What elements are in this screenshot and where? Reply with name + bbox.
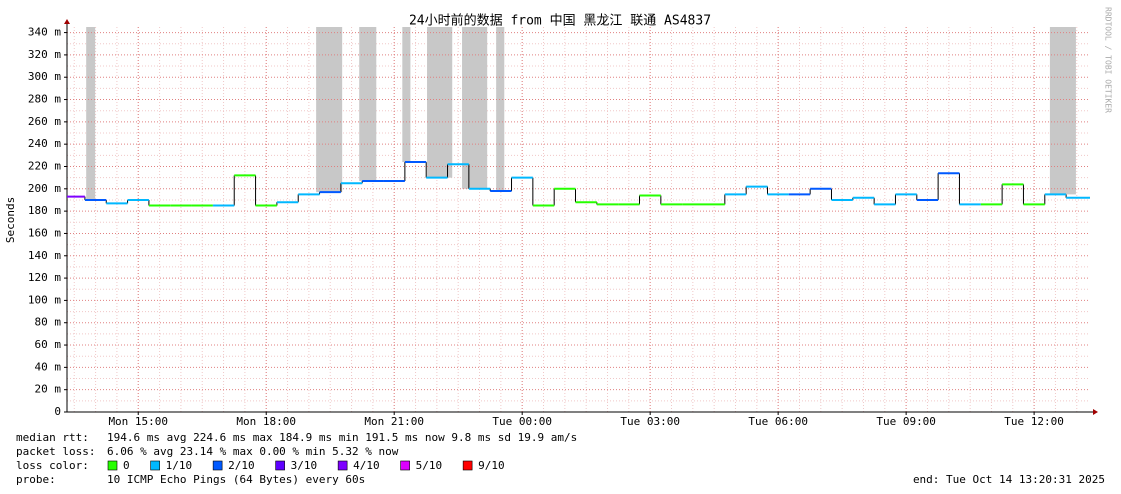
legend-swatch (212, 460, 223, 471)
end-time: end: Tue Oct 14 13:20:31 2025 (913, 473, 1105, 486)
x-tick-label: Mon 21:00 (364, 415, 424, 428)
stat-text: 6.06 % avg 23.14 % max 0.00 % min 5.32 %… (107, 445, 399, 458)
axis-arrow (64, 19, 70, 24)
legend-label: 9/10 (478, 459, 505, 472)
probe-label: probe: (16, 473, 56, 486)
legend-swatch (107, 460, 118, 471)
y-tick-label: 20 m (35, 383, 62, 396)
stat-label: packet loss: (16, 445, 95, 458)
x-tick-label: Mon 15:00 (108, 415, 168, 428)
legend-label: loss color: (16, 459, 89, 472)
y-tick-label: 140 m (28, 249, 61, 262)
y-tick-label: 200 m (28, 182, 61, 195)
y-tick-label: 260 m (28, 115, 61, 128)
loss-span (1049, 27, 1076, 195)
legend-label: 1/10 (166, 459, 193, 472)
legend-label: 0 (123, 459, 130, 472)
y-tick-label: 320 m (28, 48, 61, 61)
watermark: RRDTOOL / TOBI OETIKER (1104, 7, 1113, 113)
loss-span (86, 27, 96, 200)
legend-swatch (150, 460, 160, 471)
x-tick-label: Mon 18:00 (236, 415, 296, 428)
axis-arrow (1093, 409, 1098, 415)
y-tick-label: 220 m (28, 159, 61, 172)
legend-label: 2/10 (228, 459, 255, 472)
legend-label: 3/10 (291, 459, 318, 472)
stat-text: 194.6 ms avg 224.6 ms max 184.9 ms min 1… (107, 431, 577, 444)
x-tick-label: Tue 06:00 (748, 415, 808, 428)
loss-span (402, 27, 411, 163)
y-tick-label: 280 m (28, 93, 61, 106)
legend-swatch (275, 460, 285, 471)
y-tick-label: 80 m (35, 316, 62, 329)
y-tick-label: 160 m (28, 226, 61, 239)
y-tick-label: 60 m (35, 338, 62, 351)
y-tick-label: 300 m (28, 70, 61, 83)
y-tick-label: 120 m (28, 271, 61, 284)
legend-swatch (462, 460, 473, 471)
x-tick-label: Tue 12:00 (1004, 415, 1064, 428)
y-tick-label: 180 m (28, 204, 61, 217)
loss-span (496, 27, 505, 192)
legend-swatch (400, 460, 410, 471)
y-tick-label: 100 m (28, 293, 61, 306)
stat-label: median rtt: (16, 431, 89, 444)
probe-text: 10 ICMP Echo Pings (64 Bytes) every 60s (107, 473, 365, 486)
loss-span (316, 27, 343, 193)
loss-span (462, 27, 488, 189)
x-tick-label: Tue 09:00 (876, 415, 936, 428)
y-tick-label: 0 (54, 405, 61, 418)
legend-label: 5/10 (416, 459, 443, 472)
chart-title: 24小时前的数据 from 中国 黑龙江 联通 AS4837 (409, 13, 711, 29)
legend-swatch (337, 460, 348, 471)
x-tick-label: Tue 03:00 (620, 415, 680, 428)
y-axis-label: Seconds (4, 197, 17, 243)
y-tick-label: 40 m (35, 360, 62, 373)
x-tick-label: Tue 00:00 (492, 415, 552, 428)
y-tick-label: 240 m (28, 137, 61, 150)
loss-span (359, 27, 377, 181)
y-tick-label: 340 m (28, 26, 61, 39)
legend-label: 4/10 (353, 459, 380, 472)
loss-span (427, 27, 453, 178)
